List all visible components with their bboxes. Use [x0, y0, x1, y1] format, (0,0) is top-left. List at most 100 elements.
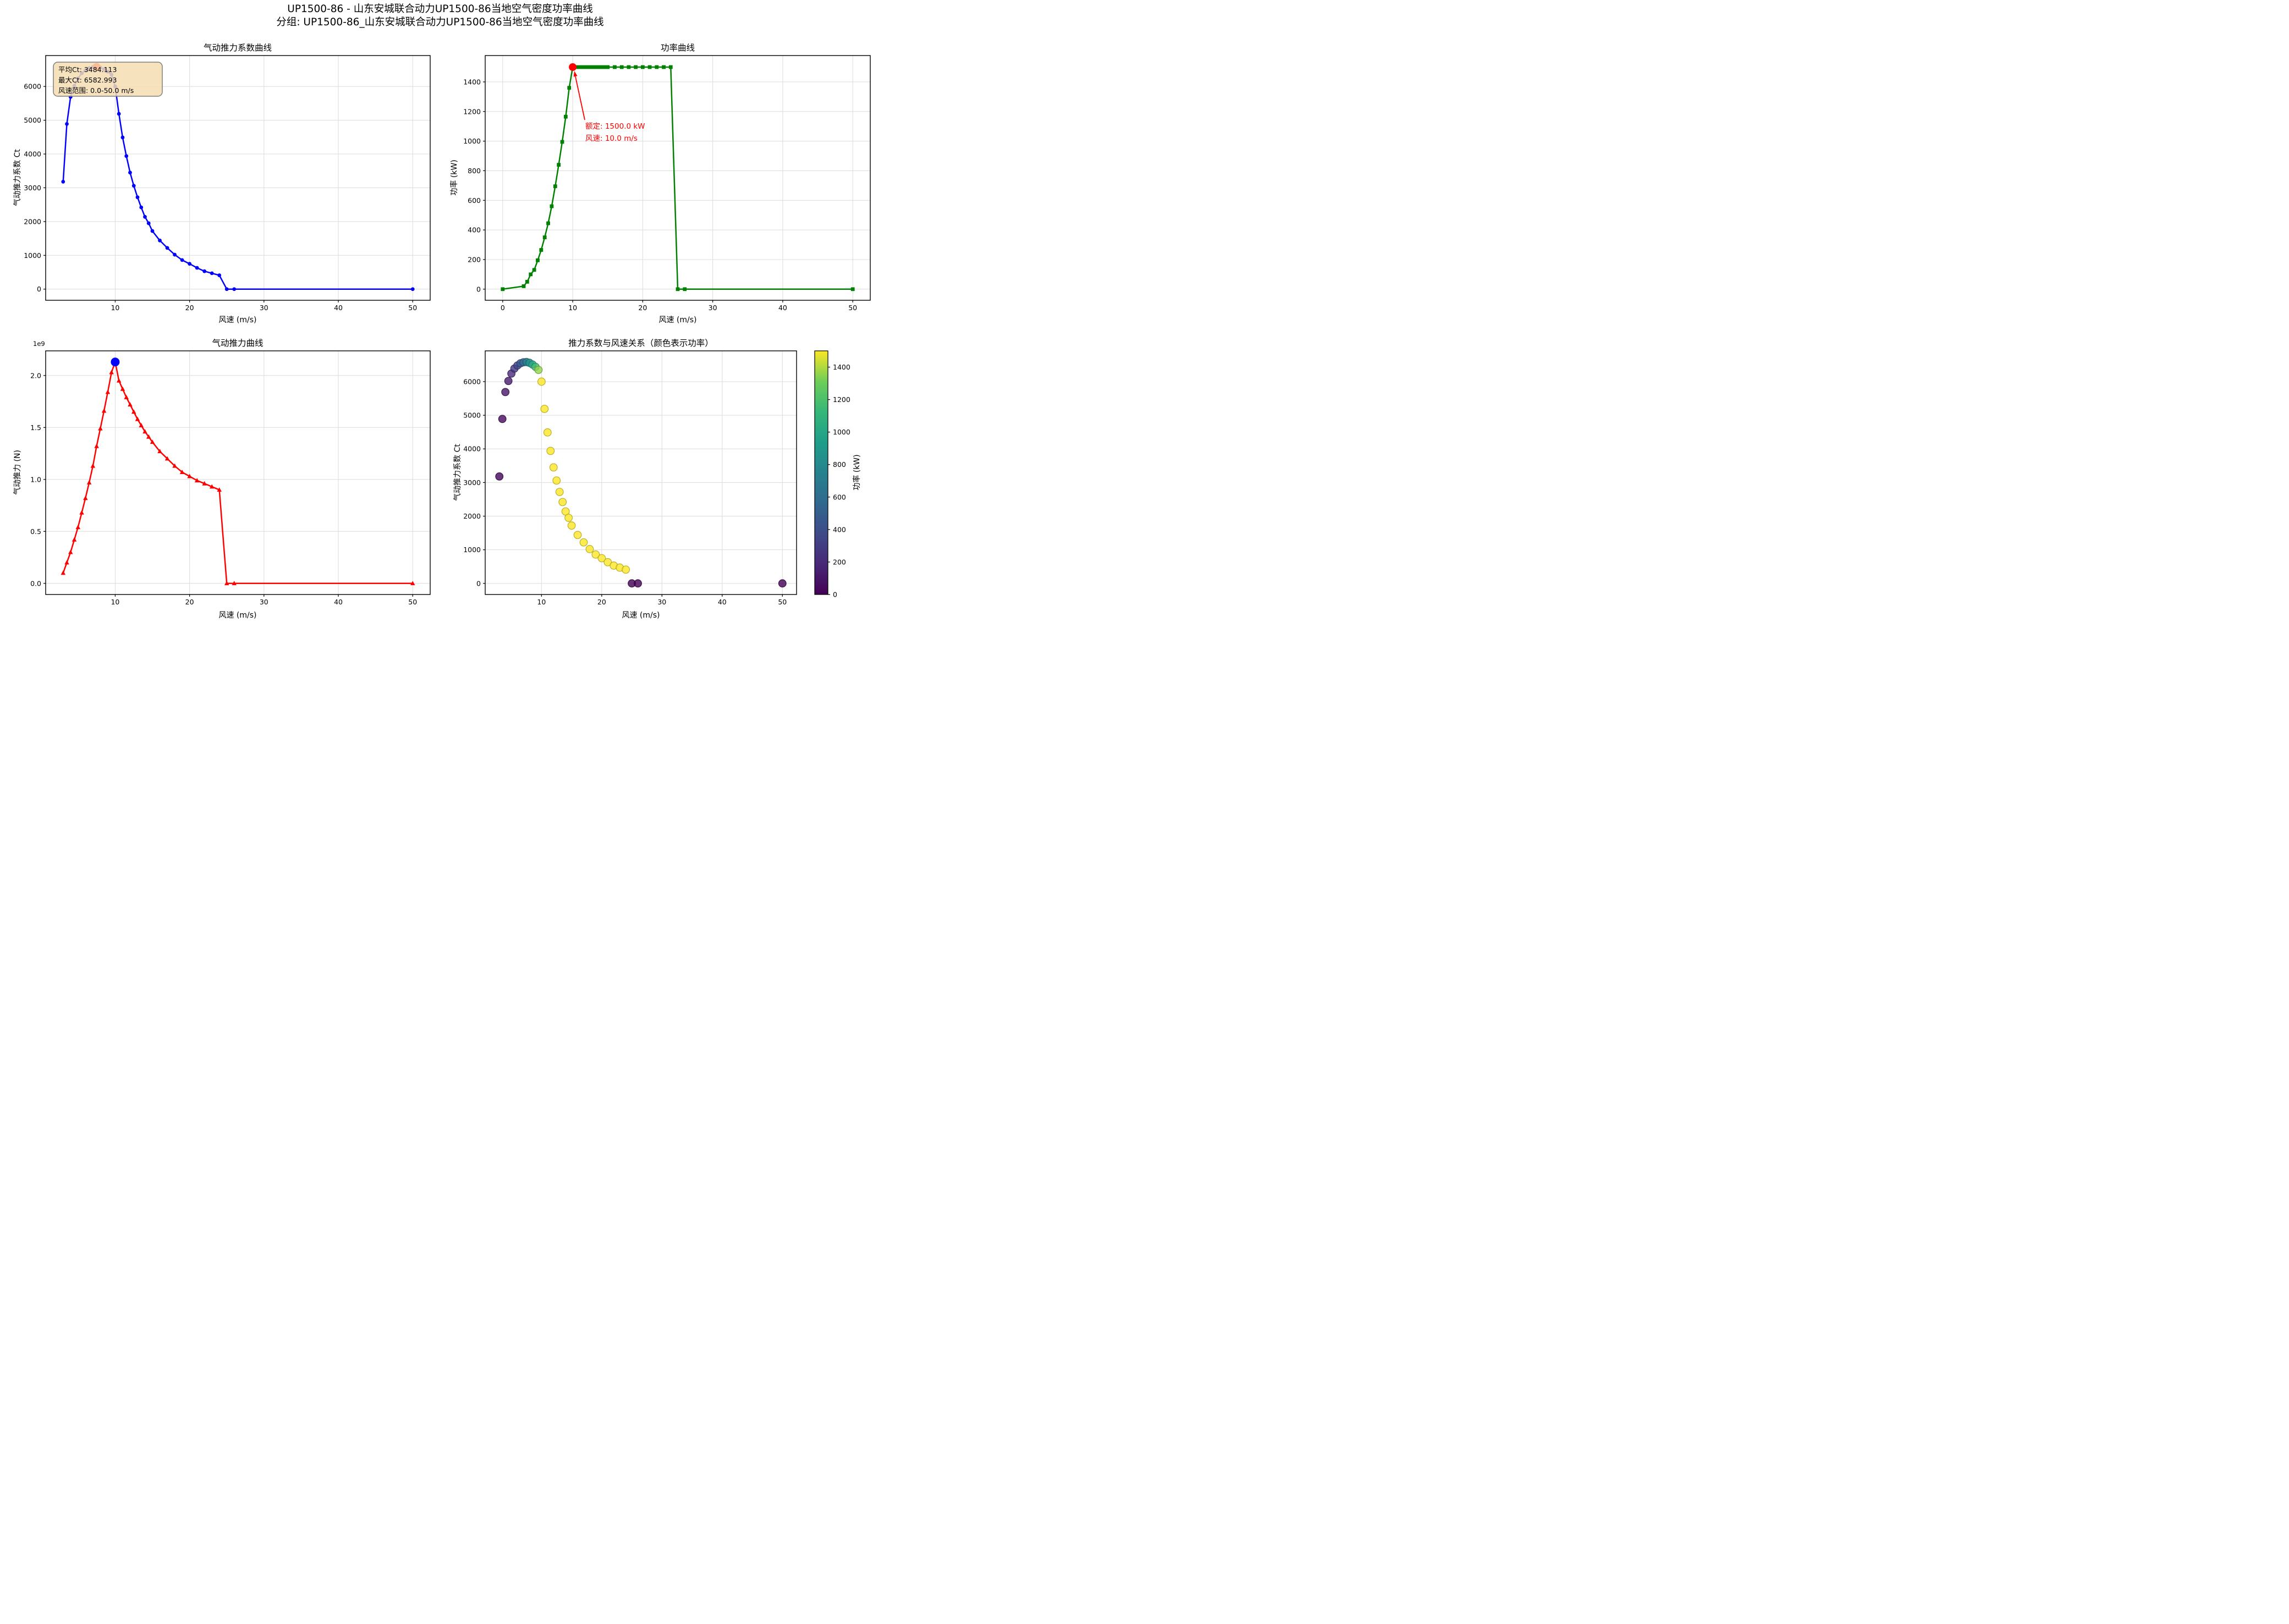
ct-ylabel: 气动推力系数 Ct	[13, 149, 22, 206]
annotation-arrow-line	[575, 76, 585, 120]
svg-text:3000: 3000	[463, 478, 481, 487]
svg-text:1200: 1200	[833, 395, 850, 404]
annotation-arrow-head	[573, 71, 578, 77]
ct-stats-infobox: 平均Ct: 3484.113 最大Ct: 6582.993 风速范围: 0.0-…	[53, 62, 163, 97]
thrust-highlight-point	[111, 357, 120, 367]
subplot-power-curve: 0 10 20 30 40 50 0 200 400 600 800 1000 1200 1400	[463, 55, 871, 312]
annotation-line-rated: 额定: 1500.0 kW	[585, 122, 645, 131]
svg-text:30: 30	[260, 598, 268, 606]
infobox-line-wind-range: 风速范围: 0.0-50.0 m/s	[58, 86, 134, 95]
svg-text:1200: 1200	[463, 107, 481, 115]
svg-text:1000: 1000	[463, 137, 481, 145]
rated-power-annotation: 额定: 1500.0 kW 风速: 10.0 m/s	[573, 71, 645, 143]
svg-text:40: 40	[718, 598, 727, 606]
thrust-frame	[45, 350, 431, 595]
power-ylabel: 功率 (kW)	[449, 159, 459, 195]
svg-text:3000: 3000	[24, 184, 41, 192]
power-markers	[501, 65, 855, 291]
chart-canvas: 10 20 30 40 50 0 1000 2000 3000 4000 5000 6000 0 10 2…	[13, 3, 871, 620]
svg-text:20: 20	[185, 598, 194, 606]
svg-text:1400: 1400	[833, 363, 850, 371]
ct-markers	[61, 64, 415, 291]
svg-text:40: 40	[334, 598, 343, 606]
ct-frame	[45, 55, 431, 301]
svg-text:4000: 4000	[463, 445, 481, 453]
power-title: 功率曲线	[661, 43, 695, 53]
svg-text:40: 40	[778, 304, 787, 312]
figure-title-line2: 分组: UP1500-86_山东安城联合动力UP1500-86当地空气密度功率曲…	[276, 16, 603, 28]
svg-text:0: 0	[37, 285, 41, 293]
svg-text:400: 400	[468, 226, 481, 234]
svg-text:30: 30	[709, 304, 717, 312]
thrust-ylabel: 气动推力 (N)	[13, 450, 22, 495]
svg-text:600: 600	[468, 196, 481, 205]
svg-text:800: 800	[833, 460, 846, 469]
scatter-frame	[485, 350, 797, 595]
svg-text:1400: 1400	[463, 78, 481, 86]
svg-text:2.0: 2.0	[30, 371, 41, 379]
svg-text:10: 10	[111, 304, 119, 312]
subplot-ct-scatter: 0 200 400 600 800 1000 1200 1400 10 20 30 40 50 0 1000…	[463, 350, 850, 606]
svg-text:50: 50	[778, 598, 787, 606]
svg-text:30: 30	[657, 598, 666, 606]
ct-line	[62, 66, 413, 290]
svg-text:1.0: 1.0	[30, 475, 41, 483]
thrust-markers	[61, 359, 415, 586]
figure-title-line1: UP1500-86 - 山东安城联合动力UP1500-86当地空气密度功率曲线	[287, 3, 592, 15]
svg-text:2000: 2000	[24, 217, 41, 225]
power-xlabel: 风速 (m/s)	[658, 316, 696, 324]
thrust-xlabel: 风速 (m/s)	[218, 611, 256, 620]
scatter-axis-ticks: 10 20 30 40 50 0 1000 2000 3000 4000 5000 6000	[463, 377, 787, 606]
svg-text:600: 600	[833, 493, 846, 501]
scatter-xlabel: 风速 (m/s)	[622, 611, 660, 620]
svg-text:10: 10	[111, 598, 119, 606]
infobox-line-max-ct: 最大Ct: 6582.993	[58, 76, 117, 84]
annotation-line-wind: 风速: 10.0 m/s	[585, 134, 638, 143]
thrust-title: 气动推力曲线	[212, 338, 263, 348]
svg-text:5000: 5000	[463, 411, 481, 420]
ct-title: 气动推力系数曲线	[204, 43, 272, 53]
svg-text:1000: 1000	[24, 251, 41, 260]
colorbar-label: 功率 (kW)	[852, 454, 861, 490]
svg-text:10: 10	[537, 598, 546, 606]
svg-text:1000: 1000	[833, 428, 850, 436]
svg-text:50: 50	[408, 304, 417, 312]
power-highlight-point	[569, 63, 577, 71]
svg-text:200: 200	[833, 558, 846, 566]
svg-text:0: 0	[833, 591, 837, 599]
ct-xlabel: 风速 (m/s)	[218, 316, 256, 324]
power-frame	[485, 55, 871, 301]
power-line	[502, 66, 853, 290]
scatter-title: 推力系数与风速关系（颜色表示功率）	[568, 338, 713, 348]
svg-text:30: 30	[260, 304, 268, 312]
svg-text:20: 20	[638, 304, 647, 312]
thrust-axis-offset-text: 1e9	[33, 340, 45, 348]
svg-text:20: 20	[597, 598, 606, 606]
scatter-ylabel: 气动推力系数 Ct	[453, 444, 462, 501]
svg-text:1.5: 1.5	[30, 423, 41, 432]
colorbar-gradient	[815, 351, 828, 594]
thrust-line	[62, 361, 413, 585]
svg-text:200: 200	[468, 255, 481, 263]
scatter-points	[495, 357, 787, 588]
svg-text:0.0: 0.0	[30, 579, 41, 587]
svg-text:400: 400	[833, 525, 846, 533]
svg-text:0.5: 0.5	[30, 527, 41, 536]
svg-text:50: 50	[408, 598, 417, 606]
svg-text:20: 20	[185, 304, 194, 312]
svg-text:40: 40	[334, 304, 343, 312]
figure: 10 20 30 40 50 0 1000 2000 3000 4000 5000 6000 0 10 2…	[0, 0, 880, 624]
colorbar-ticks: 0 200 400 600 800 1000 1200 1400	[828, 363, 850, 599]
power-grid	[485, 56, 870, 300]
svg-text:2000: 2000	[463, 512, 481, 520]
svg-text:50: 50	[848, 304, 857, 312]
subplot-thrust-curve: 10 20 30 40 50 0.0 0.5 1.0 1.5 2.0	[30, 350, 431, 606]
thrust-grid	[46, 351, 430, 594]
infobox-background	[53, 62, 163, 97]
svg-text:5000: 5000	[24, 116, 41, 124]
svg-text:6000: 6000	[24, 82, 41, 91]
svg-text:10: 10	[568, 304, 577, 312]
ct-axis-ticks: 10 20 30 40 50 0 1000 2000 3000 4000 5000 6000	[24, 82, 417, 312]
power-axis-ticks: 0 10 20 30 40 50 0 200 400 600 800 1000 1200 1400	[463, 78, 857, 312]
svg-text:800: 800	[468, 167, 481, 175]
